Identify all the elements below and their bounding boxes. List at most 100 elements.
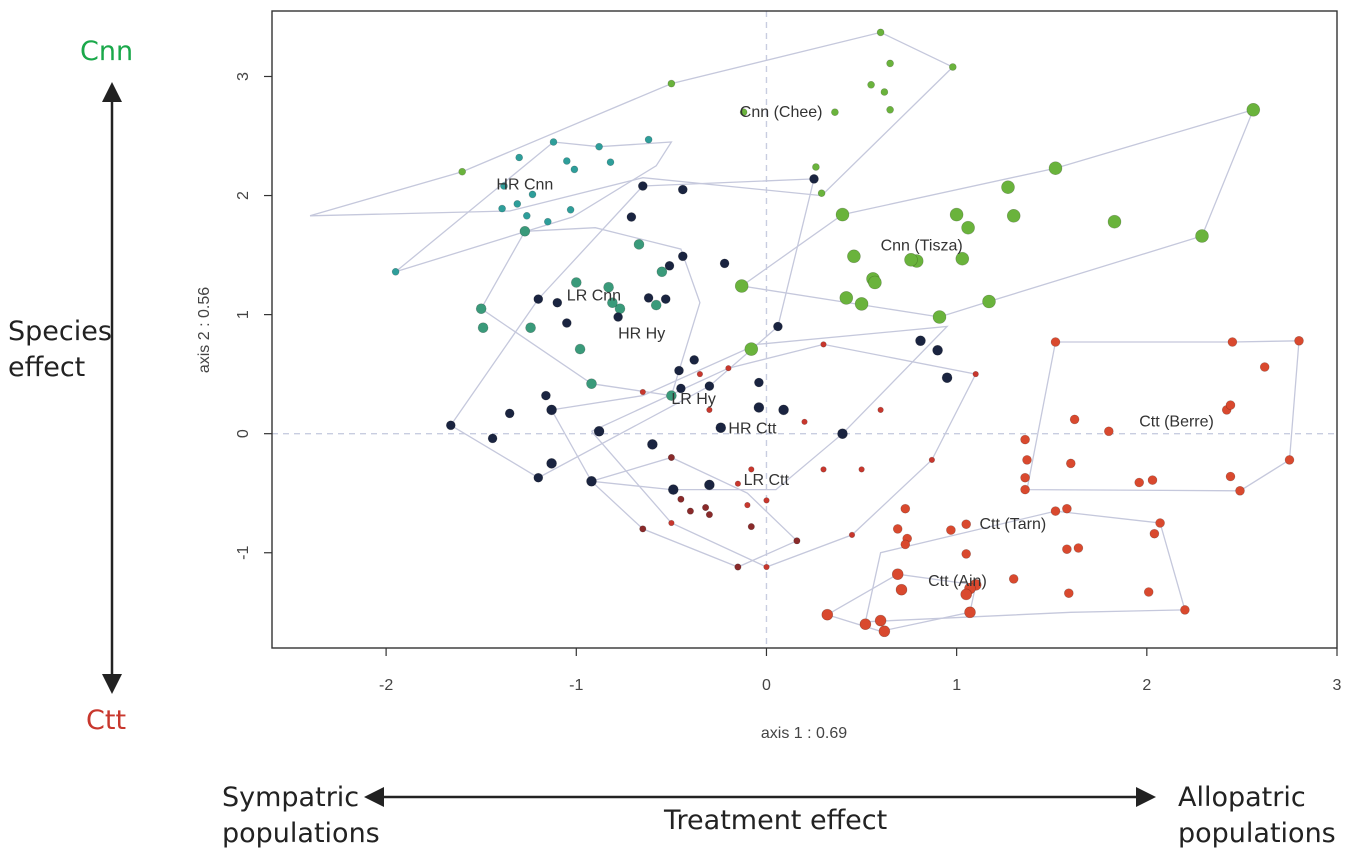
group-label-lr-cnn: LR Cnn [567,287,621,304]
point-ctt-ain-4 [891,568,904,581]
point-ctt-ain-5 [895,583,908,596]
point-cnn-tisza-18 [932,310,947,324]
point-hr-hy-21 [676,383,686,394]
point-hr-ctt-17 [748,466,755,473]
point-ctt-berre-15 [1235,485,1245,496]
point-lr-cnn-2 [519,226,531,237]
point-cnn-tisza-4 [1001,180,1015,194]
point-cnn-tisza-15 [839,291,854,305]
point-ctt-berre-6 [1104,426,1114,437]
cnn-species-label: Cnn [80,36,134,67]
point-hr-cnn-9 [566,206,575,214]
hull-lr-cnn [480,227,701,397]
point-hr-ctt-0 [639,388,646,396]
point-hr-hy-0 [533,294,544,304]
point-cnn-tisza-20 [744,342,759,356]
point-hr-cnn-12 [522,212,531,220]
point-ctt-tarn-4 [961,519,972,530]
point-hr-cnn-11 [498,204,506,213]
point-hr-cnn-14 [391,267,400,276]
point-lr-hy-4 [647,439,658,450]
species-effect-line1: Species [8,316,112,347]
point-hr-ctt-1 [696,371,704,378]
point-cnn-chee-4 [880,88,889,96]
plot-area: Cnn (Chee) Cnn (Tisza) HR Cnn LR Cnn HR Hy LR… [272,11,1337,648]
point-ctt-ain-8 [960,588,973,601]
point-cnn-tisza-9 [847,249,861,264]
point-lr-hy-8 [837,428,848,440]
point-lr-ctt-2 [705,511,713,519]
point-ctt-berre-17 [1020,434,1030,445]
point-hr-cnn-0 [549,138,558,146]
point-lr-hy-12 [932,344,943,356]
point-ctt-tarn-9 [1155,518,1165,528]
sympatric-line1: Sympatric [222,782,360,813]
point-ctt-berre-12 [1134,477,1144,488]
sympatric-line2: populations [222,818,380,849]
point-hr-hy-12 [773,321,783,332]
point-cnn-tisza-1 [949,207,964,222]
group-label-cnn-chee: Cnn (Chee) [740,104,823,121]
group-label-ctt-berre: Ctt (Berre) [1139,414,1214,431]
point-hr-hy-11 [613,312,623,322]
point-hr-cnn-4 [595,142,603,151]
point-ctt-tarn-12 [1008,574,1019,584]
point-hr-hy-19 [541,390,551,401]
species-effect-line2: effect [8,352,86,383]
point-hr-cnn-7 [513,200,522,208]
point-hr-hy-8 [719,258,730,269]
point-ctt-berre-7 [1069,414,1080,425]
x-tick-label: 2 [1142,677,1151,694]
point-hr-ctt-8 [928,456,936,464]
x-tick-label: -1 [569,677,583,694]
point-hr-ctt-2 [725,365,732,372]
point-lr-ctt-7 [702,503,710,511]
y-tick-label: 0 [235,429,252,438]
point-hr-ctt-15 [668,519,675,527]
y-axis: -1 0 1 2 3 [235,72,272,560]
group-label-cnn-tisza: Cnn (Tisza) [881,237,963,254]
y-tick-label: 3 [235,72,252,81]
point-lr-cnn-0 [475,303,487,315]
point-ctt-tarn-0 [900,503,911,514]
point-lr-ctt-1 [686,507,694,515]
point-hr-ctt-4 [972,371,979,378]
point-cnn-chee-5 [948,63,957,71]
group-label-hr-ctt: HR Ctt [728,421,777,438]
group-label-ctt-tarn: Ctt (Tarn) [980,516,1047,533]
point-hr-ctt-5 [706,406,713,414]
point-hr-cnn-2 [562,157,571,165]
point-ctt-tarn-10 [1149,528,1160,539]
point-hr-ctt-12 [763,497,770,504]
point-cnn-tisza-3 [1006,209,1021,223]
point-ctt-berre-8 [1022,455,1032,465]
x-axis-title: axis 1 : 0.69 [761,725,847,742]
point-hr-hy-16 [445,420,456,431]
point-cnn-chee-9 [812,163,820,171]
point-lr-cnn-4 [570,277,582,288]
point-cnn-tisza-6 [1107,214,1122,229]
point-ctt-tarn-5 [1050,506,1061,516]
point-lr-ctt-3 [734,563,742,571]
point-lr-cnn-11 [574,343,586,355]
point-cnn-chee-1 [876,28,885,37]
point-lr-hy-2 [586,475,597,487]
x-axis: -2 -1 0 1 2 3 [379,648,1342,694]
point-cnn-tisza-7 [1246,103,1261,117]
point-hr-hy-18 [504,408,515,419]
point-ctt-berre-1 [1227,337,1238,347]
point-ctt-berre-13 [1147,475,1158,485]
point-hr-hy-13 [674,365,684,376]
hull-ctt-ain [826,573,977,632]
group-label-lr-ctt: LR Ctt [744,472,790,489]
point-cnn-chee-0 [667,79,676,88]
ctt-species-label: Ctt [86,705,127,736]
point-lr-cnn-13 [666,390,677,401]
point-lr-ctt-6 [677,495,685,503]
point-ctt-ain-1 [859,618,872,631]
point-lr-hy-13 [915,335,926,347]
point-lr-hy-1 [546,458,557,469]
point-ctt-tarn-7 [1062,544,1072,555]
group-label-ctt-ain: Ctt (Ain) [928,573,987,590]
